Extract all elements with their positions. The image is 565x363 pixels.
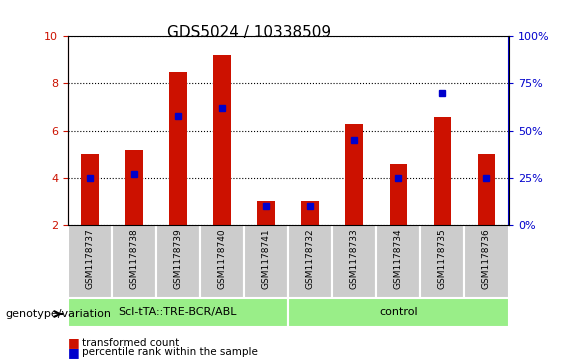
- Text: GSM1178733: GSM1178733: [350, 229, 359, 289]
- FancyBboxPatch shape: [464, 225, 508, 298]
- FancyBboxPatch shape: [200, 225, 244, 298]
- FancyBboxPatch shape: [376, 225, 420, 298]
- Text: GSM1178739: GSM1178739: [173, 229, 182, 289]
- Text: GSM1178741: GSM1178741: [262, 229, 271, 289]
- Bar: [477, 154, 496, 225]
- Text: control: control: [379, 307, 418, 317]
- FancyBboxPatch shape: [332, 225, 376, 298]
- Bar: [213, 55, 231, 225]
- Bar: [301, 201, 319, 225]
- Bar: [433, 117, 451, 225]
- Text: GSM1178737: GSM1178737: [85, 229, 94, 289]
- Bar: [257, 201, 275, 225]
- Text: transformed count: transformed count: [82, 338, 179, 348]
- Text: percentile rank within the sample: percentile rank within the sample: [82, 347, 258, 357]
- FancyBboxPatch shape: [156, 225, 200, 298]
- Bar: [169, 72, 187, 225]
- FancyBboxPatch shape: [112, 225, 156, 298]
- Text: ■: ■: [68, 346, 80, 359]
- FancyBboxPatch shape: [68, 298, 288, 327]
- FancyBboxPatch shape: [420, 225, 464, 298]
- Text: GDS5024 / 10338509: GDS5024 / 10338509: [167, 25, 331, 40]
- FancyBboxPatch shape: [288, 225, 332, 298]
- Text: genotype/variation: genotype/variation: [6, 309, 112, 319]
- Bar: [125, 150, 143, 225]
- Text: GSM1178740: GSM1178740: [218, 229, 227, 289]
- Text: Scl-tTA::TRE-BCR/ABL: Scl-tTA::TRE-BCR/ABL: [119, 307, 237, 317]
- Bar: [389, 164, 407, 225]
- FancyBboxPatch shape: [68, 225, 112, 298]
- Text: ■: ■: [68, 337, 80, 350]
- FancyBboxPatch shape: [244, 225, 288, 298]
- Bar: [345, 123, 363, 225]
- FancyBboxPatch shape: [288, 298, 508, 327]
- Text: GSM1178736: GSM1178736: [482, 229, 491, 289]
- Text: GSM1178732: GSM1178732: [306, 229, 315, 289]
- Text: GSM1178734: GSM1178734: [394, 229, 403, 289]
- Text: GSM1178735: GSM1178735: [438, 229, 447, 289]
- Bar: [81, 154, 99, 225]
- Text: GSM1178738: GSM1178738: [129, 229, 138, 289]
